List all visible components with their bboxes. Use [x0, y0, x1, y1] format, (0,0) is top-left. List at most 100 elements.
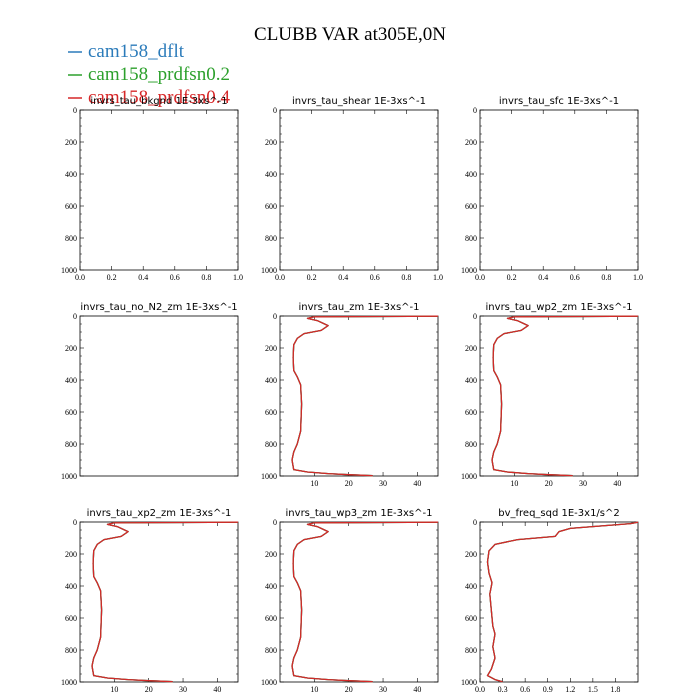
legend-label: cam158_dflt: [88, 41, 185, 62]
plot-frame: [279, 521, 439, 683]
y-tick-label: 400: [465, 170, 477, 179]
y-tick-label: 800: [465, 646, 477, 655]
y-tick-label: 200: [465, 344, 477, 353]
x-tick-label: 0.8: [601, 273, 611, 282]
y-tick-label: 600: [65, 202, 77, 211]
panel-title: invrs_tau_bkgnd 1E-3xs^-1: [90, 96, 227, 107]
series-line: [91, 521, 239, 683]
y-tick-label: 400: [265, 376, 277, 385]
y-tick-label: 600: [465, 202, 477, 211]
y-tick-label: 0: [273, 106, 277, 115]
panel-title: bv_freq_sqd 1E-3x1/s^2: [498, 508, 620, 519]
x-tick-label: 1.0: [633, 273, 643, 282]
x-tick-label: 0.4: [538, 273, 548, 282]
panel-title: invrs_tau_shear 1E-3xs^-1: [292, 96, 426, 107]
x-tick-label: 1.0: [233, 273, 243, 282]
x-tick-label: 40: [613, 479, 621, 488]
x-tick-label: 10: [310, 479, 318, 488]
x-tick-label: 10: [310, 685, 318, 694]
x-tick-label: 40: [413, 685, 421, 694]
y-tick-label: 600: [265, 614, 277, 623]
x-tick-label: 20: [345, 479, 353, 488]
legend: cam158_dfltcam158_prdfsn0.2cam158_prdfsn…: [68, 41, 230, 108]
y-tick-label: 1000: [461, 678, 477, 687]
y-tick-label: 200: [465, 138, 477, 147]
y-tick-label: 1000: [261, 472, 277, 481]
y-tick-label: 800: [65, 646, 77, 655]
y-tick-label: 400: [65, 170, 77, 179]
series-line: [91, 521, 239, 683]
y-tick-label: 200: [65, 138, 77, 147]
y-tick-label: 1000: [61, 678, 77, 687]
plot-frame: [79, 315, 239, 477]
x-tick-label: 20: [145, 685, 153, 694]
plot-frame: [279, 315, 439, 477]
y-tick-label: 800: [465, 440, 477, 449]
y-tick-label: 0: [273, 312, 277, 321]
x-tick-label: 30: [379, 685, 387, 694]
legend-label: cam158_prdfsn0.2: [88, 64, 230, 85]
plot-frame: [279, 109, 439, 271]
series-line: [291, 315, 439, 477]
series-line: [491, 315, 639, 477]
y-tick-label: 400: [265, 170, 277, 179]
y-tick-label: 200: [265, 344, 277, 353]
y-tick-label: 400: [65, 376, 77, 385]
series-line: [486, 521, 639, 683]
series-line: [291, 521, 439, 683]
y-tick-label: 0: [73, 312, 77, 321]
x-tick-label: 0.0: [475, 273, 485, 282]
x-tick-label: 0.2: [307, 273, 317, 282]
x-tick-label: 0.0: [75, 273, 85, 282]
x-tick-label: 30: [179, 685, 187, 694]
x-tick-label: 0.2: [507, 273, 517, 282]
y-tick-label: 1000: [61, 472, 77, 481]
x-tick-label: 1.8: [610, 685, 620, 694]
x-tick-label: 20: [345, 685, 353, 694]
x-tick-label: 10: [110, 685, 118, 694]
y-tick-label: 200: [65, 344, 77, 353]
y-tick-label: 600: [265, 202, 277, 211]
y-tick-label: 600: [265, 408, 277, 417]
x-tick-label: 40: [413, 479, 421, 488]
x-tick-label: 0.8: [401, 273, 411, 282]
panel-grid: invrs_tau_bkgnd 1E-3xs^-1020040060080010…: [61, 96, 643, 694]
x-tick-label: 0.0: [275, 273, 285, 282]
y-tick-label: 400: [265, 582, 277, 591]
panel: invrs_tau_xp2_zm 1E-3xs^-1 0 200 400 600 800 1…: [61, 508, 239, 694]
x-tick-label: 1.5: [588, 685, 598, 694]
x-tick-label: 30: [379, 479, 387, 488]
plot-frame: [479, 315, 639, 477]
x-tick-label: 0.6: [170, 273, 180, 282]
y-tick-label: 200: [465, 550, 477, 559]
panel: invrs_tau_sfc 1E-3xs^-1 0 200 400 600 800 1000…: [461, 96, 643, 282]
x-tick-label: 0.2: [107, 273, 117, 282]
y-tick-label: 1000: [461, 266, 477, 275]
panel: invrs_tau_bkgnd 1E-3xs^-1 0 200 400 600 800 10…: [61, 96, 243, 282]
x-tick-label: 0.0: [475, 685, 485, 694]
x-tick-label: 0.6: [520, 685, 530, 694]
x-tick-label: 0.6: [570, 273, 580, 282]
series-line: [291, 315, 439, 477]
panel-title: invrs_tau_xp2_zm 1E-3xs^-1: [87, 508, 232, 519]
panel: invrs_tau_zm 1E-3xs^-1 0 200 400 600 800 1000 1…: [261, 302, 439, 488]
x-tick-label: 30: [579, 479, 587, 488]
y-tick-label: 400: [65, 582, 77, 591]
series-line: [91, 521, 239, 683]
y-tick-label: 1000: [461, 472, 477, 481]
panel-title: invrs_tau_no_N2_zm 1E-3xs^-1: [80, 302, 237, 313]
figure-title: CLUBB VAR at305E,0N: [254, 24, 446, 45]
x-tick-label: 40: [213, 685, 221, 694]
plot-frame: [479, 521, 639, 683]
y-tick-label: 400: [465, 582, 477, 591]
y-tick-label: 0: [73, 518, 77, 527]
x-tick-label: 0.9: [543, 685, 553, 694]
y-tick-label: 0: [273, 518, 277, 527]
series-line: [486, 521, 639, 683]
panel-title: invrs_tau_sfc 1E-3xs^-1: [499, 96, 619, 107]
panel-title: invrs_tau_wp3_zm 1E-3xs^-1: [286, 508, 433, 519]
panel: invrs_tau_wp3_zm 1E-3xs^-1 0 200 400 600 800 1…: [261, 508, 439, 694]
y-tick-label: 0: [473, 312, 477, 321]
x-tick-label: 0.6: [370, 273, 380, 282]
